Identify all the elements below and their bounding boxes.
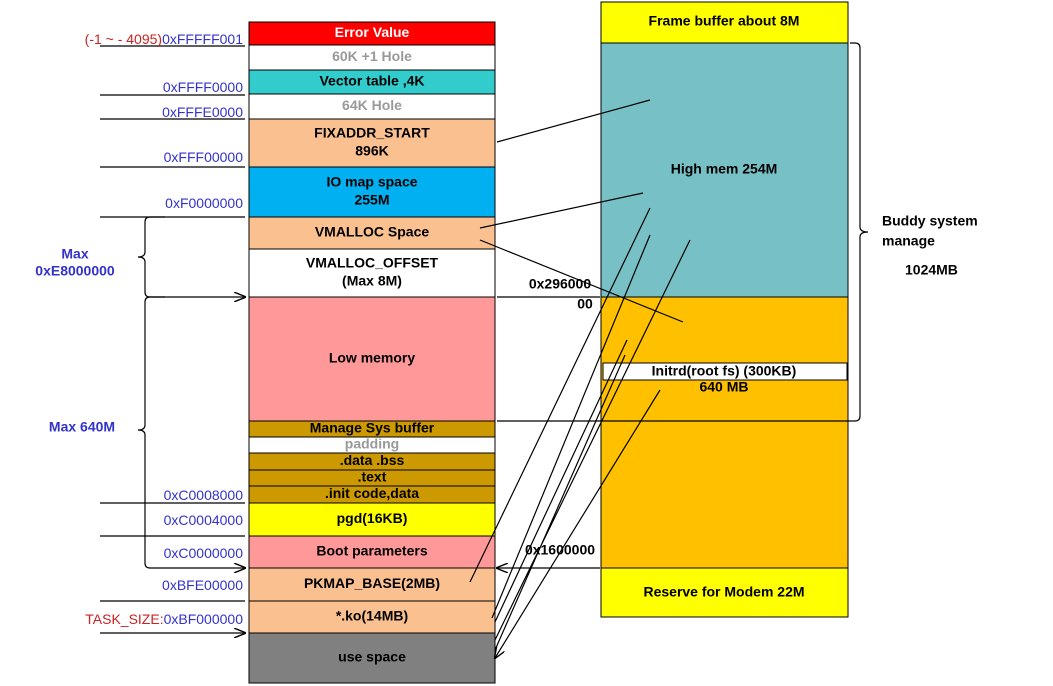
range-label: 0xE8000000 [35, 263, 115, 279]
buddy-label: Buddy system [882, 213, 978, 229]
address: 0xC0004000 [164, 512, 244, 528]
offset-label: 00 [577, 296, 593, 312]
range-label: Max [61, 246, 88, 262]
block-label: Reserve for Modem 22M [643, 584, 804, 600]
memory-block [248, 248, 496, 298]
block-label: FIXADDR_START [314, 125, 430, 141]
memory-block [248, 632, 496, 684]
memory-block [248, 600, 496, 634]
buddy-label: manage [882, 233, 935, 249]
address: 0xFFF00000 [164, 149, 244, 165]
block-label: IO map space [326, 174, 417, 190]
block-label: VMALLOC Space [315, 224, 430, 240]
block-label: (Max 8M) [342, 273, 402, 289]
block-label: 64K Hole [342, 97, 402, 113]
address: 0xFFFE0000 [162, 104, 243, 120]
address: 0xBFE00000 [162, 577, 243, 593]
range-label: Max 640M [49, 419, 115, 435]
block-label: .data .bss [340, 452, 405, 468]
block-label: Boot parameters [316, 543, 427, 559]
address: 0xFFFF0000 [163, 79, 243, 95]
memory-block [248, 44, 496, 71]
initrd-box [602, 362, 848, 381]
memory-block [600, 567, 849, 618]
block-label: 896K [355, 143, 388, 159]
block-label: Error Value [335, 24, 410, 40]
address-label: (-1 ~ - 4095)0xFFFFF001 [85, 31, 244, 47]
block-label: High mem 254M [671, 161, 778, 177]
block-label: *.ko(14MB) [336, 608, 408, 624]
address-label: 0xFFF00000 [164, 149, 244, 165]
address: 0xF0000000 [165, 195, 243, 211]
address: 0xBF000000 [164, 611, 244, 627]
memory-block [248, 296, 496, 422]
block-label: 640 MB [699, 379, 748, 395]
memory-block [248, 535, 496, 569]
address-label: 0xFFFE0000 [162, 104, 243, 120]
address-label: 0xF0000000 [165, 195, 243, 211]
block-label: .text [358, 469, 387, 485]
offset-label: 0x1600000 [525, 542, 595, 558]
offset-label: 0x296000 [529, 276, 592, 292]
memory-block [248, 69, 496, 95]
address-prefix: TASK_SIZE: [85, 611, 163, 627]
address: 0xFFFFF001 [162, 31, 243, 47]
memory-block [248, 567, 496, 602]
block-label: 255M [354, 192, 389, 208]
connectors [100, 42, 869, 658]
block-label: pgd(16KB) [337, 510, 408, 526]
address-label: 0xBFE00000 [162, 577, 243, 593]
block-label: Manage Sys buffer [310, 420, 435, 436]
memory-block [600, 1, 849, 44]
address-label: 0xC0000000 [164, 545, 244, 561]
block-label: 60K +1 Hole [332, 48, 412, 64]
address: 0xC0008000 [164, 487, 244, 503]
block-label: use space [338, 649, 406, 665]
initrd-label: Initrd(root fs) (300KB) [652, 363, 797, 379]
memory-block [248, 93, 496, 120]
block-label: Low memory [329, 350, 416, 366]
address-prefix: (-1 ~ - 4095) [85, 31, 162, 47]
address: 0xC0000000 [164, 545, 244, 561]
buddy-size: 1024MB [905, 262, 958, 278]
address-label: 0xFFFF0000 [163, 79, 243, 95]
block-label: PKMAP_BASE(2MB) [304, 575, 440, 591]
address-label: 0xC0008000 [164, 487, 244, 503]
memory-block [600, 296, 849, 569]
memory-block [248, 502, 496, 537]
block-label: Frame buffer about 8M [649, 13, 800, 29]
block-label: VMALLOC_OFFSET [306, 255, 439, 271]
address-label: TASK_SIZE:0xBF000000 [85, 611, 243, 627]
address-label: 0xC0004000 [164, 512, 244, 528]
block-label: .init code,data [325, 485, 419, 501]
block-label: padding [345, 436, 399, 452]
block-label: Vector table ,4K [319, 73, 424, 89]
